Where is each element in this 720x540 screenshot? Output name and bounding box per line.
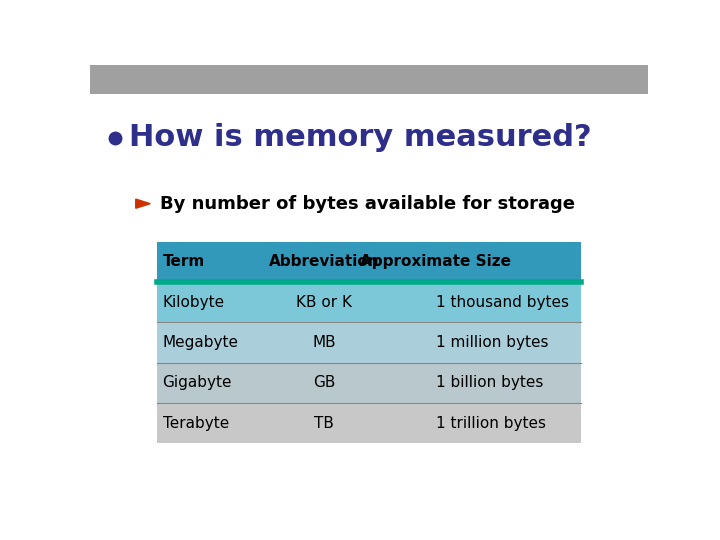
Text: Gigabyte: Gigabyte	[163, 375, 232, 390]
Text: 1 thousand bytes: 1 thousand bytes	[436, 294, 569, 309]
Text: 1 trillion bytes: 1 trillion bytes	[436, 415, 546, 430]
Text: Terabyte: Terabyte	[163, 415, 229, 430]
FancyBboxPatch shape	[157, 282, 581, 322]
Text: By number of bytes available for storage: By number of bytes available for storage	[160, 195, 575, 213]
FancyBboxPatch shape	[157, 403, 581, 443]
FancyBboxPatch shape	[157, 362, 581, 403]
Text: Term: Term	[163, 254, 204, 269]
Text: Abbreviation: Abbreviation	[269, 254, 379, 269]
FancyBboxPatch shape	[90, 65, 648, 94]
Text: Approximate Size: Approximate Size	[361, 254, 511, 269]
Text: Megabyte: Megabyte	[163, 335, 238, 350]
Text: How is memory measured?: How is memory measured?	[129, 123, 592, 152]
Text: Kilobyte: Kilobyte	[163, 294, 225, 309]
FancyBboxPatch shape	[157, 241, 581, 282]
Text: GB: GB	[313, 375, 336, 390]
Text: KB or K: KB or K	[297, 294, 352, 309]
Text: MB: MB	[312, 335, 336, 350]
Text: TB: TB	[315, 415, 334, 430]
Text: 1 billion bytes: 1 billion bytes	[436, 375, 544, 390]
Polygon shape	[136, 199, 150, 208]
Text: 1 million bytes: 1 million bytes	[436, 335, 549, 350]
FancyBboxPatch shape	[157, 322, 581, 362]
